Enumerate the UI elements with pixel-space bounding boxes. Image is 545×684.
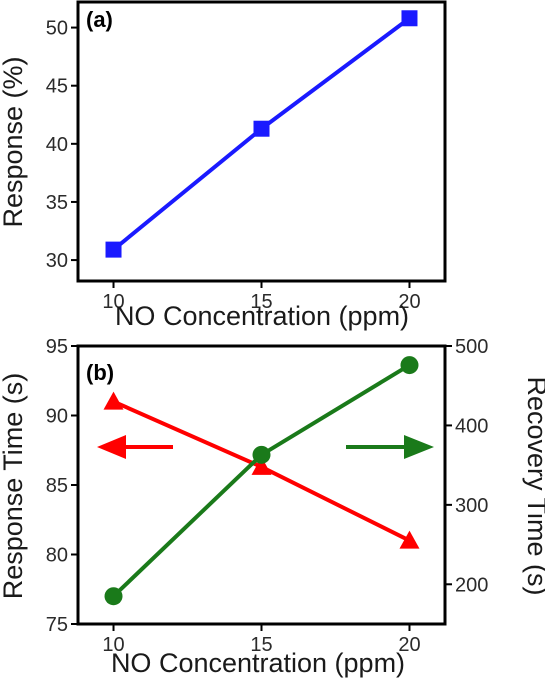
y-tick-label-left-b: 95 — [46, 336, 68, 358]
x-tick-label-b: 15 — [250, 634, 272, 656]
x-axis-label-b: NO Concentration (ppm) — [111, 648, 405, 678]
y-tick-label-right-b: 400 — [455, 415, 488, 437]
data-point-response-time — [251, 456, 272, 475]
y-tick-label-right-b: 200 — [455, 574, 488, 596]
data-point-response — [253, 120, 270, 137]
y-tick-label-left-b: 90 — [46, 406, 68, 428]
data-point-recovery-time — [400, 356, 419, 375]
y-tick-label-a: 40 — [46, 134, 68, 156]
data-point-response — [105, 241, 122, 258]
y-tick-label-left-b: 75 — [46, 614, 68, 636]
y-tick-label-a: 35 — [46, 192, 68, 214]
panel-b: 75 80 85 90 95 200 300 400 500 10 15 20 (b) NO Co… — [0, 336, 545, 678]
data-point-recovery-time — [252, 445, 271, 464]
arrow-head-right — [404, 435, 434, 459]
data-point-recovery-time — [104, 587, 123, 606]
panel-label-b: (b) — [86, 360, 114, 385]
arrow-head-left — [97, 435, 126, 459]
x-tick-label-a: 20 — [398, 291, 420, 313]
panel-label-a: (a) — [86, 7, 113, 32]
plot-frame-b — [76, 344, 447, 626]
data-point-response-time — [399, 530, 420, 549]
x-tick-label-a: 15 — [250, 291, 272, 313]
x-tick-label-b: 20 — [398, 634, 420, 656]
y-tick-label-a: 30 — [46, 250, 68, 272]
y-tick-label-a: 45 — [46, 76, 68, 98]
data-point-response — [401, 10, 418, 27]
y-tick-label-left-b: 85 — [46, 475, 68, 497]
y-axis-label-left-b: Response Time (s) — [0, 373, 28, 600]
y-axis-label-a: Response (%) — [0, 56, 28, 227]
x-axis-label-a: NO Concentration (ppm) — [115, 301, 409, 331]
series-line-recovery-time — [112, 363, 411, 598]
data-point-response-time — [103, 391, 124, 410]
x-tick-label-a: 10 — [102, 291, 124, 313]
y-axis-label-right-b: Recovery Time (s) — [522, 376, 545, 595]
plot-frame-a — [76, 0, 447, 283]
panel-a: 30 35 40 45 50 10 15 20 (a) NO Concentration (… — [0, 0, 447, 331]
y-tick-label-a: 50 — [46, 18, 68, 40]
x-tick-label-b: 10 — [102, 634, 124, 656]
y-tick-label-right-b: 500 — [455, 336, 488, 358]
y-tick-label-right-b: 300 — [455, 495, 488, 517]
y-tick-label-left-b: 80 — [46, 545, 68, 567]
